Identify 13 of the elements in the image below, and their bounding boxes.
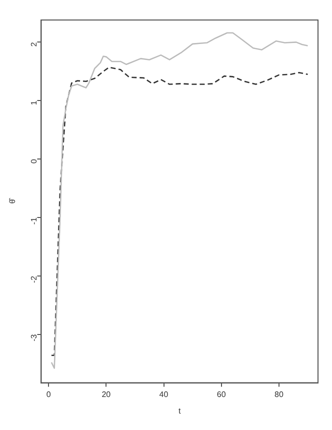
x-tick-label: 0 — [46, 390, 52, 399]
x-tick-label: 60 — [216, 390, 226, 399]
y-axis-title: θ̂ — [8, 197, 18, 204]
y-tick-label: 1 — [29, 100, 38, 106]
y-tick-label: -2 — [29, 275, 38, 284]
y-tick-label: 2 — [29, 42, 38, 47]
x-axis-title: t — [178, 406, 182, 416]
y-tick-label: -1 — [29, 216, 38, 225]
y-tick-label: 0 — [29, 158, 38, 164]
y-tick-label: -3 — [29, 334, 38, 342]
x-tick-label: 80 — [274, 390, 284, 399]
x-tick-label: 20 — [102, 390, 112, 399]
x-tick-label: 40 — [159, 390, 169, 399]
